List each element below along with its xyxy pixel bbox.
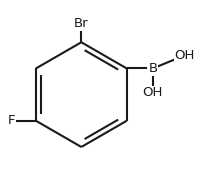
Text: OH: OH: [174, 49, 195, 62]
Text: F: F: [8, 114, 15, 127]
Text: Br: Br: [74, 17, 89, 30]
Text: OH: OH: [143, 86, 163, 99]
Text: B: B: [148, 62, 157, 75]
